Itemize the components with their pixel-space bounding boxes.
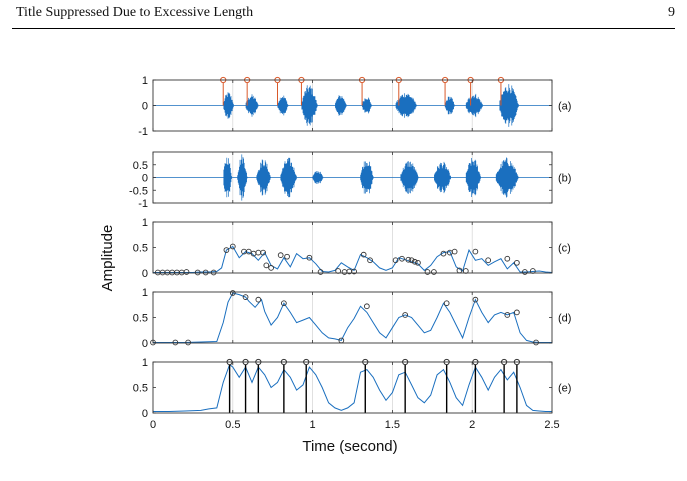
peak-marker <box>263 262 270 269</box>
envelope-line <box>153 363 552 412</box>
y-tick-label: 0.5 <box>133 243 148 255</box>
x-tick-label: 2.5 <box>544 419 559 431</box>
y-tick-label: 0.5 <box>133 313 148 325</box>
peak-marker <box>229 290 236 296</box>
envelope-line <box>153 292 552 343</box>
peak-marker <box>399 255 405 262</box>
y-tick-label: 0 <box>142 173 148 185</box>
peak-marker <box>472 296 479 303</box>
peak-marker <box>351 268 357 275</box>
peak-marker <box>255 249 262 256</box>
y-tick-label: 0.5 <box>133 383 148 395</box>
peak-marker <box>533 339 539 346</box>
peak-marker <box>367 257 373 264</box>
peak-marker <box>514 259 520 266</box>
panel-2: 0.50-0.5-1 (b) <box>129 151 571 210</box>
peak-marker <box>277 252 284 259</box>
y-tick-label: -1 <box>138 198 148 210</box>
panel-frame <box>152 361 553 414</box>
peak-marker <box>431 269 437 275</box>
peak-marker <box>281 300 287 307</box>
peak-marker <box>245 248 252 255</box>
peak-marker <box>514 309 520 316</box>
peak-marker <box>260 249 266 256</box>
y-tick-label: 0 <box>142 268 148 280</box>
peak-marker <box>194 269 201 276</box>
panel-5: 0 0.5 1 0 0.5 1 1.5 2 2.5 (e) <box>133 357 572 431</box>
panel-label: (d) <box>558 313 571 325</box>
y-tick-label: 0 <box>142 101 148 113</box>
peak-marker <box>424 269 431 275</box>
peak-marker <box>504 255 511 262</box>
y-tick-label: -0.5 <box>129 185 148 197</box>
waveform-signal <box>152 154 552 201</box>
peak-marker <box>183 269 190 275</box>
peak-marker <box>317 269 324 275</box>
peak-marker <box>210 269 217 276</box>
peak-marker <box>202 269 209 276</box>
peak-marker <box>485 257 492 264</box>
panel-label: (b) <box>558 173 571 185</box>
peak-marker <box>268 265 274 271</box>
y-tick-label: 0.5 <box>133 160 148 172</box>
waveform-signal <box>152 84 552 127</box>
peak-marker <box>392 257 399 264</box>
peak-marker <box>440 250 447 257</box>
panel-4: 0 0.5 1 (d) <box>133 287 572 350</box>
peak-marker <box>405 256 412 263</box>
y-tick-label: 0 <box>142 408 148 420</box>
y-tick-label: 1 <box>142 357 148 369</box>
peak-marker <box>360 251 367 258</box>
y-tick-label: 1 <box>142 75 148 87</box>
x-tick-label: 1.5 <box>385 419 400 431</box>
page-header: Title Suppressed Due to Excessive Length… <box>0 0 687 30</box>
y-tick-label: 1 <box>142 287 148 299</box>
x-tick-label: 0 <box>150 419 156 431</box>
figure-panels: -101(a)0.50-0.5-1(b)00.51(c)00.51(d)00.5… <box>129 75 571 431</box>
x-tick-label: 0.5 <box>225 419 240 431</box>
peak-marker <box>255 296 262 303</box>
panel-label: (e) <box>558 383 571 395</box>
peak-marker <box>411 258 418 265</box>
peak-marker <box>242 294 249 300</box>
peak-marker <box>229 243 236 250</box>
header-rule <box>12 28 675 29</box>
panel-label: (a) <box>558 101 571 113</box>
y-tick-label: 0 <box>142 338 148 350</box>
peak-marker <box>284 253 290 260</box>
peak-marker <box>451 248 458 255</box>
peak-marker <box>172 339 179 346</box>
y-axis-label: Amplitude <box>99 225 116 292</box>
envelope-line <box>153 245 553 273</box>
x-tick-label: 1 <box>310 419 316 431</box>
peak-marker <box>522 269 528 275</box>
peak-marker <box>504 312 511 318</box>
peak-marker <box>408 257 415 264</box>
panel-3: 0 0.5 1 (c) <box>133 217 571 280</box>
page-number: 9 <box>668 5 675 20</box>
panel-label: (c) <box>558 243 571 255</box>
y-tick-label: 1 <box>142 217 148 229</box>
x-axis-label: Time (second) <box>302 438 397 455</box>
peak-marker <box>443 300 450 307</box>
peak-marker <box>306 254 313 261</box>
running-title: Title Suppressed Due to Excessive Length <box>16 5 254 20</box>
panel-frame <box>152 221 553 274</box>
y-tick-label: -1 <box>138 126 148 138</box>
peak-marker <box>341 269 348 275</box>
x-tick-label: 2 <box>469 419 475 431</box>
peak-marker <box>364 303 370 310</box>
peak-marker <box>185 339 191 346</box>
panel-1: -1 0 1 (a) <box>138 75 571 138</box>
peak-marker <box>472 248 479 255</box>
peak-marker <box>415 259 421 266</box>
peak-marker <box>402 312 409 318</box>
peak-marker <box>223 247 230 253</box>
